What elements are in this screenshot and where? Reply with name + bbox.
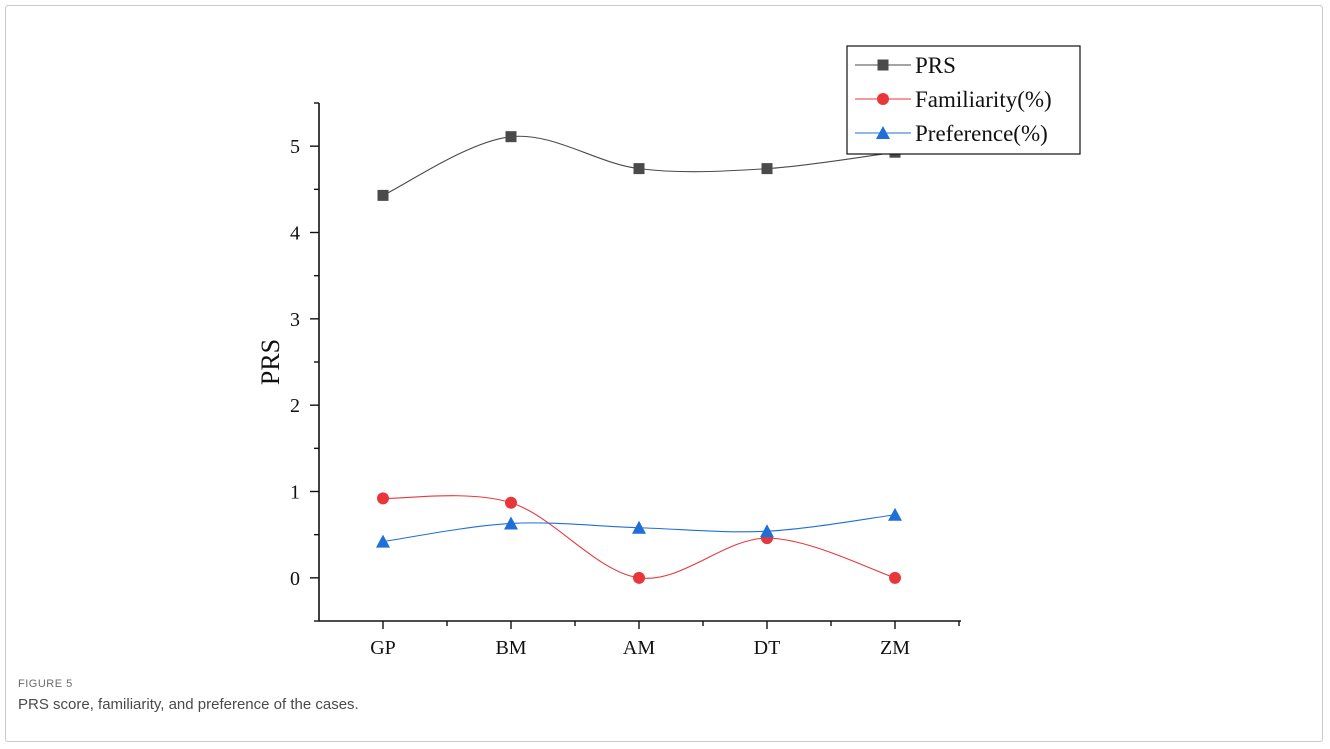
square-point (633, 163, 645, 175)
square-point (377, 189, 389, 201)
legend-marker (876, 126, 890, 139)
y-tick-label: 1 (290, 482, 300, 504)
circle-point (505, 496, 517, 509)
x-tick-label: GP (370, 637, 396, 659)
chart-series (376, 131, 902, 584)
triangle-point (888, 507, 902, 521)
x-tick-label: AM (623, 637, 655, 659)
triangle-point (632, 520, 646, 534)
series-triangle (376, 507, 902, 548)
triangle-point (760, 524, 774, 538)
square-point (505, 131, 517, 143)
triangle-point (504, 516, 518, 530)
y-tick-label: 0 (290, 568, 300, 590)
square-point (761, 163, 773, 175)
figure-label: FIGURE 5 (18, 678, 73, 690)
circle-point (633, 571, 645, 584)
y-axis-label: PRS (256, 339, 285, 385)
legend-label: Preference(%) (915, 121, 1048, 146)
figure-caption: PRS score, familiarity, and preference o… (18, 696, 359, 713)
x-tick-label: BM (495, 637, 526, 659)
x-tick-label: DT (754, 637, 781, 659)
y-tick-label: 3 (290, 309, 300, 331)
x-axis-ticks: GP BM AM DT ZM (370, 621, 960, 659)
triangle-point (376, 534, 390, 548)
y-tick-label: 2 (290, 395, 300, 417)
circle-point (377, 492, 389, 505)
series-line (382, 495, 896, 579)
chart-legend: PRS Familiarity(%) Preference(%) (846, 45, 1081, 155)
circle-point (889, 571, 901, 584)
y-axis-ticks: 0 1 2 3 4 5 (290, 102, 319, 622)
y-tick-label: 5 (290, 136, 300, 158)
x-tick-label: ZM (880, 637, 910, 659)
legend-label: PRS (915, 53, 956, 78)
legend-label: Familiarity(%) (915, 87, 1052, 112)
y-tick-label: 4 (290, 223, 300, 245)
series-square (377, 131, 901, 201)
series-circle (377, 492, 901, 584)
legend-marker (877, 59, 889, 71)
legend-marker (877, 93, 889, 105)
chart-axes (318, 103, 961, 622)
